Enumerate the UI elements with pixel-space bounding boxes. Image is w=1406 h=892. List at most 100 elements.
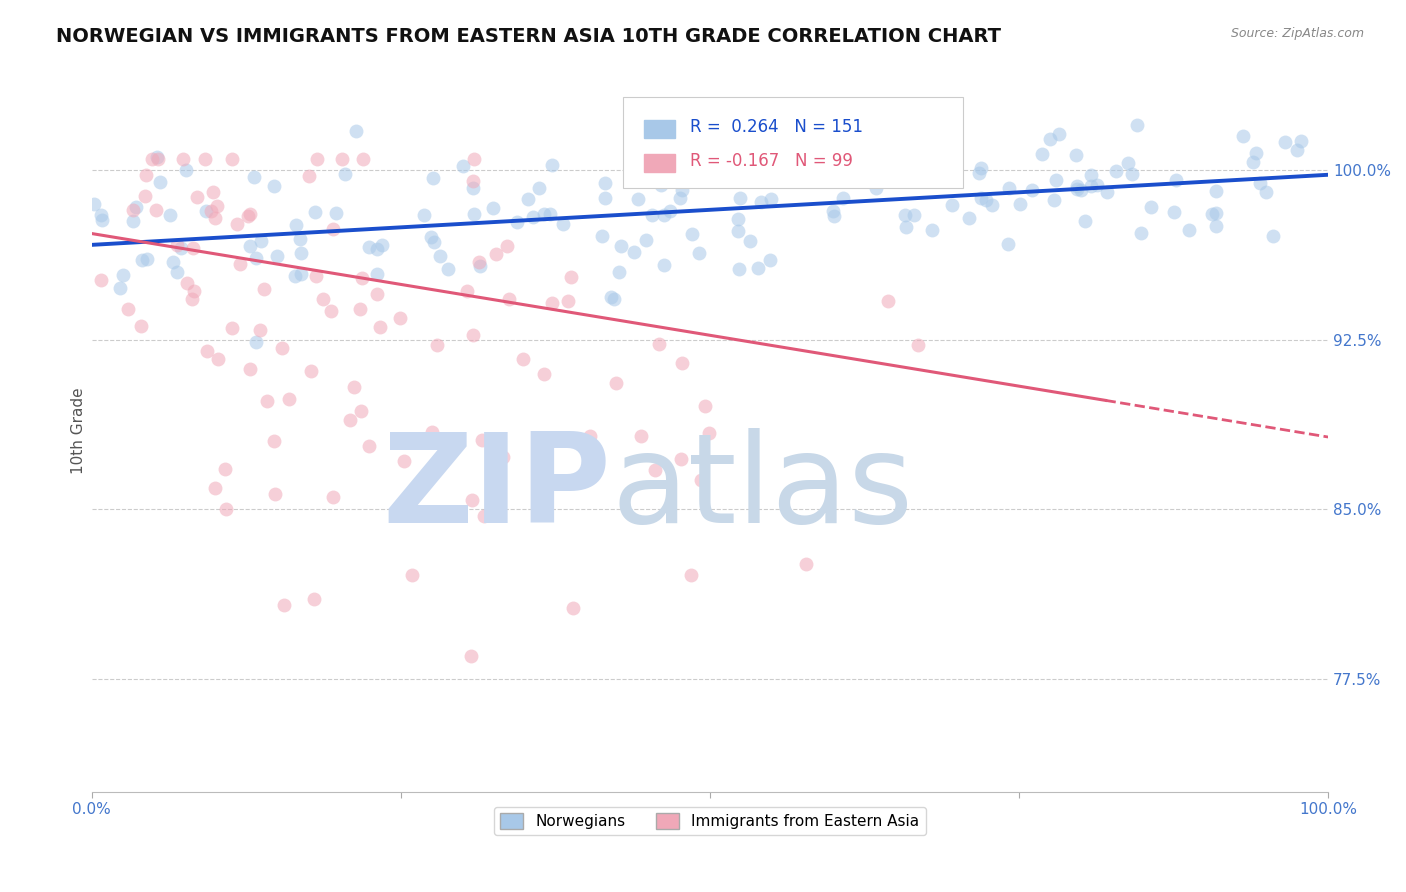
Point [1261, 229, 1284, 244]
Point [214, 462, 236, 476]
Point [609, 239, 631, 253]
Point [1249, 176, 1271, 190]
Point [215, 502, 238, 516]
Point [512, 352, 534, 367]
Point [125, 200, 148, 214]
Point [1008, 197, 1031, 211]
Point [420, 425, 443, 439]
Point [789, 162, 811, 177]
Point [644, 463, 666, 477]
Point [325, 206, 347, 220]
Point [1205, 206, 1227, 220]
Point [669, 451, 692, 466]
Point [640, 146, 662, 161]
Point [981, 198, 1004, 212]
Point [749, 195, 772, 210]
FancyBboxPatch shape [623, 97, 963, 188]
Point [412, 208, 434, 222]
Point [463, 181, 485, 195]
Text: Source: ZipAtlas.com: Source: ZipAtlas.com [1230, 27, 1364, 40]
Point [560, 270, 582, 285]
Point [1066, 148, 1088, 162]
Point [482, 201, 505, 215]
Point [253, 282, 276, 296]
Point [299, 363, 322, 377]
Point [832, 191, 855, 205]
Text: R =  0.264   N = 151: R = 0.264 N = 151 [690, 118, 863, 136]
Point [290, 246, 312, 260]
Point [304, 204, 326, 219]
Point [207, 199, 229, 213]
Point [650, 178, 672, 192]
Point [298, 169, 321, 183]
Point [967, 166, 990, 180]
Point [166, 237, 188, 252]
Point [1289, 134, 1312, 148]
Point [131, 318, 153, 333]
Point [250, 235, 273, 249]
Point [322, 490, 344, 504]
Point [371, 237, 394, 252]
Point [146, 150, 169, 164]
Text: atlas: atlas [612, 427, 912, 549]
Point [593, 176, 616, 190]
Point [669, 191, 692, 205]
Point [908, 160, 931, 174]
FancyBboxPatch shape [644, 120, 675, 137]
Point [145, 203, 167, 218]
Point [166, 265, 188, 279]
Point [865, 180, 887, 194]
Point [429, 249, 451, 263]
Y-axis label: 10th Grade: 10th Grade [72, 387, 86, 474]
Point [344, 124, 367, 138]
Point [591, 229, 613, 244]
Point [174, 163, 197, 178]
Point [1031, 146, 1053, 161]
Point [896, 145, 918, 159]
Point [83, 196, 105, 211]
Point [1095, 186, 1118, 200]
Point [183, 284, 205, 298]
Text: R = -0.167   N = 99: R = -0.167 N = 99 [690, 153, 853, 170]
Point [541, 158, 564, 172]
Point [146, 152, 169, 166]
Point [813, 170, 835, 185]
Point [461, 328, 484, 343]
Point [759, 252, 782, 267]
Point [659, 203, 682, 218]
Point [122, 214, 145, 228]
Point [903, 208, 925, 222]
Point [941, 197, 963, 211]
Point [398, 434, 420, 448]
Point [117, 301, 139, 316]
Point [245, 334, 267, 349]
Point [561, 601, 583, 615]
Point [974, 193, 997, 207]
Point [285, 218, 308, 232]
Point [496, 238, 519, 252]
Point [533, 206, 555, 220]
Point [236, 209, 259, 223]
Point [1085, 178, 1108, 193]
Point [239, 207, 262, 221]
Point [195, 344, 218, 359]
Point [627, 192, 650, 206]
Point [792, 173, 814, 187]
Point [256, 394, 278, 409]
Point [876, 294, 898, 309]
Point [907, 337, 929, 351]
Point [322, 222, 344, 236]
Point [630, 428, 652, 442]
Point [648, 336, 671, 351]
Point [1116, 156, 1139, 170]
Point [1178, 223, 1201, 237]
Point [204, 211, 226, 226]
Point [91, 213, 114, 227]
Point [603, 292, 626, 306]
Point [271, 341, 294, 355]
Point [468, 255, 491, 269]
Point [740, 234, 762, 248]
Point [277, 392, 299, 406]
Point [1043, 194, 1066, 208]
Point [648, 158, 671, 172]
